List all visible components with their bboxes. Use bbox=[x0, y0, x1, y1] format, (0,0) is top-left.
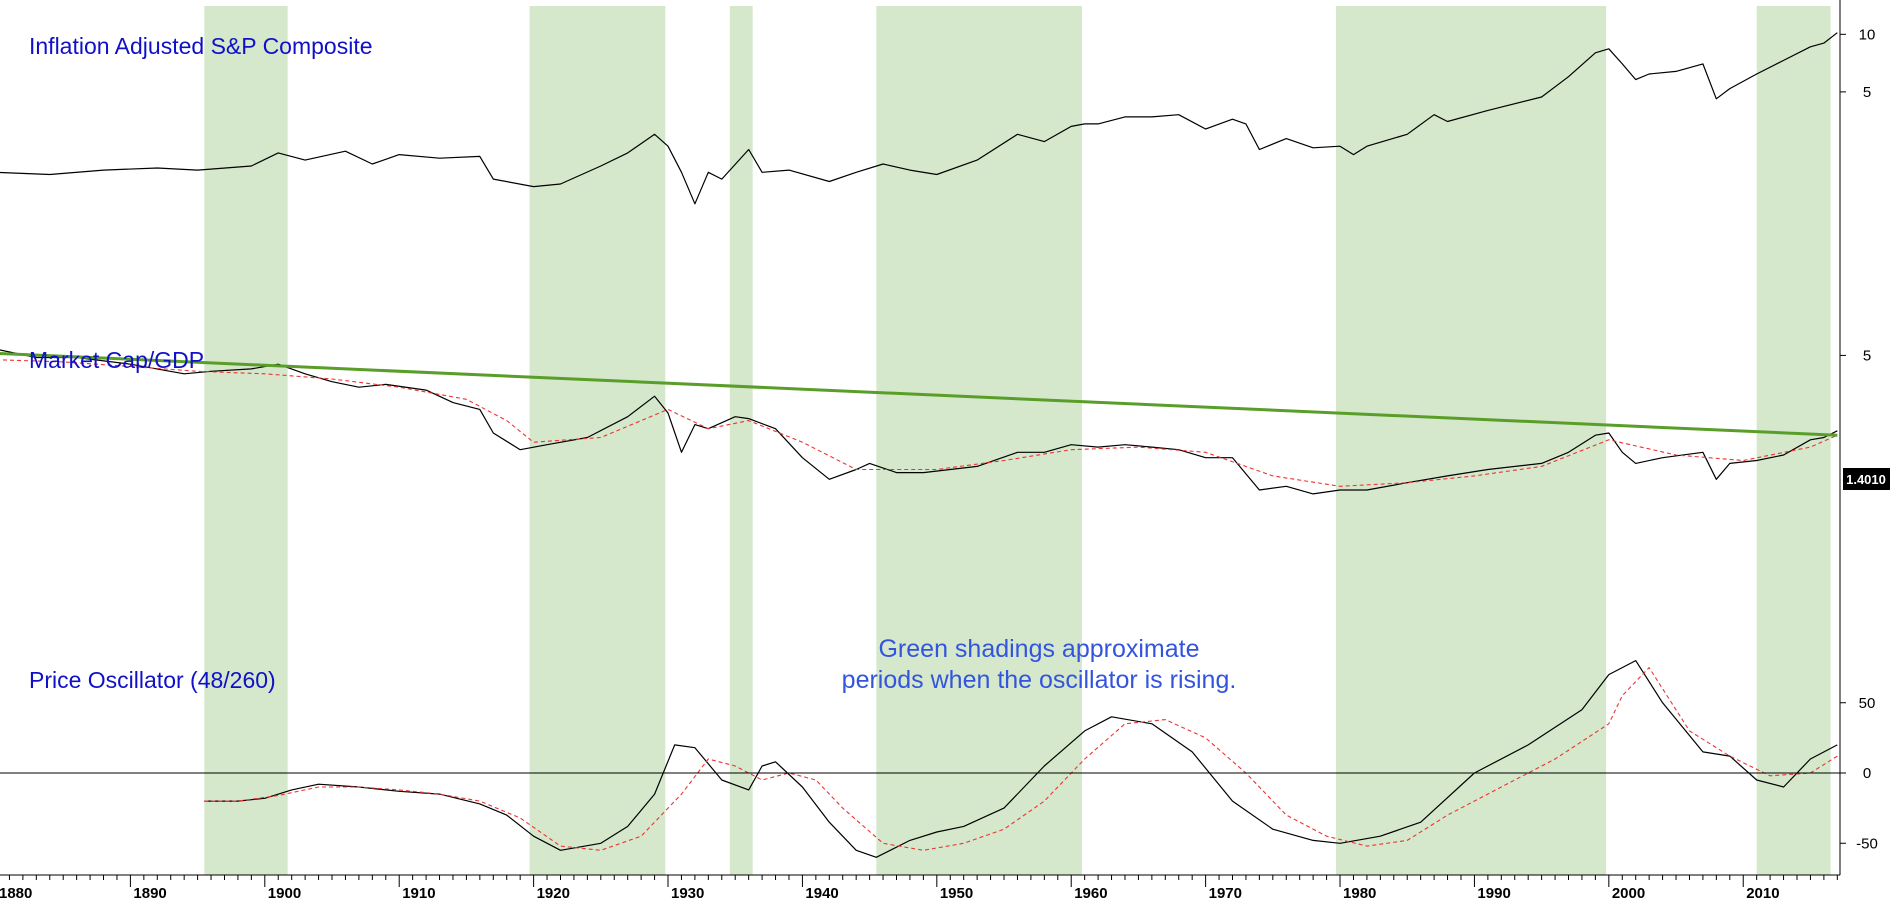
xtick-label: 1940 bbox=[805, 885, 838, 902]
xtick-label: 2010 bbox=[1746, 885, 1779, 902]
shading-layer bbox=[204, 6, 1831, 875]
middle-series-2-moving-average bbox=[0, 359, 1838, 487]
middle-series-1-line bbox=[0, 349, 1838, 495]
bottom-ytick-label: -50 bbox=[1856, 835, 1878, 852]
xtick-label: 1970 bbox=[1209, 885, 1242, 902]
top-ytick-label: 5 bbox=[1863, 84, 1871, 101]
latest-value-badge bbox=[1843, 468, 1890, 490]
xtick-label: 1920 bbox=[537, 885, 570, 902]
bottom-ytick-label: 50 bbox=[1859, 695, 1876, 712]
bottom-panel-title: Price Oscillator (48/260) bbox=[29, 667, 276, 693]
shaded-period-5 bbox=[1335, 6, 1607, 875]
middle-ytick-label: 5 bbox=[1863, 347, 1871, 364]
top-series-1-line bbox=[0, 32, 1838, 205]
middle-panel-title: Market Cap/GDP bbox=[29, 347, 204, 373]
shaded-period-1 bbox=[204, 6, 288, 875]
xtick-label: 1880 bbox=[0, 885, 32, 902]
latest-value-label: 1.4010 bbox=[1846, 472, 1886, 487]
y-ticks: 10 5 5 50 0 -50 bbox=[1840, 26, 1878, 852]
top-panel-title: Inflation Adjusted S&P Composite bbox=[29, 33, 373, 59]
xtick-label: 1980 bbox=[1343, 885, 1376, 902]
market-cap-trendline bbox=[0, 351, 1838, 437]
bottom-series-1-line bbox=[204, 659, 1838, 858]
xtick-label: 1960 bbox=[1074, 885, 1107, 902]
xtick-label: 1890 bbox=[133, 885, 166, 902]
lines-layer bbox=[0, 32, 1838, 858]
xtick-label: 1990 bbox=[1477, 885, 1510, 902]
annotation-line-2: periods when the oscillator is rising. bbox=[842, 666, 1237, 694]
xtick-label: 1950 bbox=[940, 885, 973, 902]
xtick-label: 1910 bbox=[402, 885, 435, 902]
shaded-period-4 bbox=[876, 6, 1082, 875]
x-ticks: 1880 1890 1900 1910 1920 1930 1940 1950 1960 1970… bbox=[0, 875, 1838, 902]
xtick-label: 1900 bbox=[268, 885, 301, 902]
shaded-period-6 bbox=[1756, 6, 1831, 875]
annotation-line-1: Green shadings approximate bbox=[878, 635, 1199, 663]
shaded-period-2 bbox=[529, 6, 666, 875]
shaded-period-3 bbox=[729, 6, 753, 875]
xtick-label: 2000 bbox=[1612, 885, 1645, 902]
bottom-ytick-label: 0 bbox=[1863, 765, 1871, 782]
top-ytick-label: 10 bbox=[1859, 26, 1876, 43]
xtick-label: 1930 bbox=[671, 885, 704, 902]
